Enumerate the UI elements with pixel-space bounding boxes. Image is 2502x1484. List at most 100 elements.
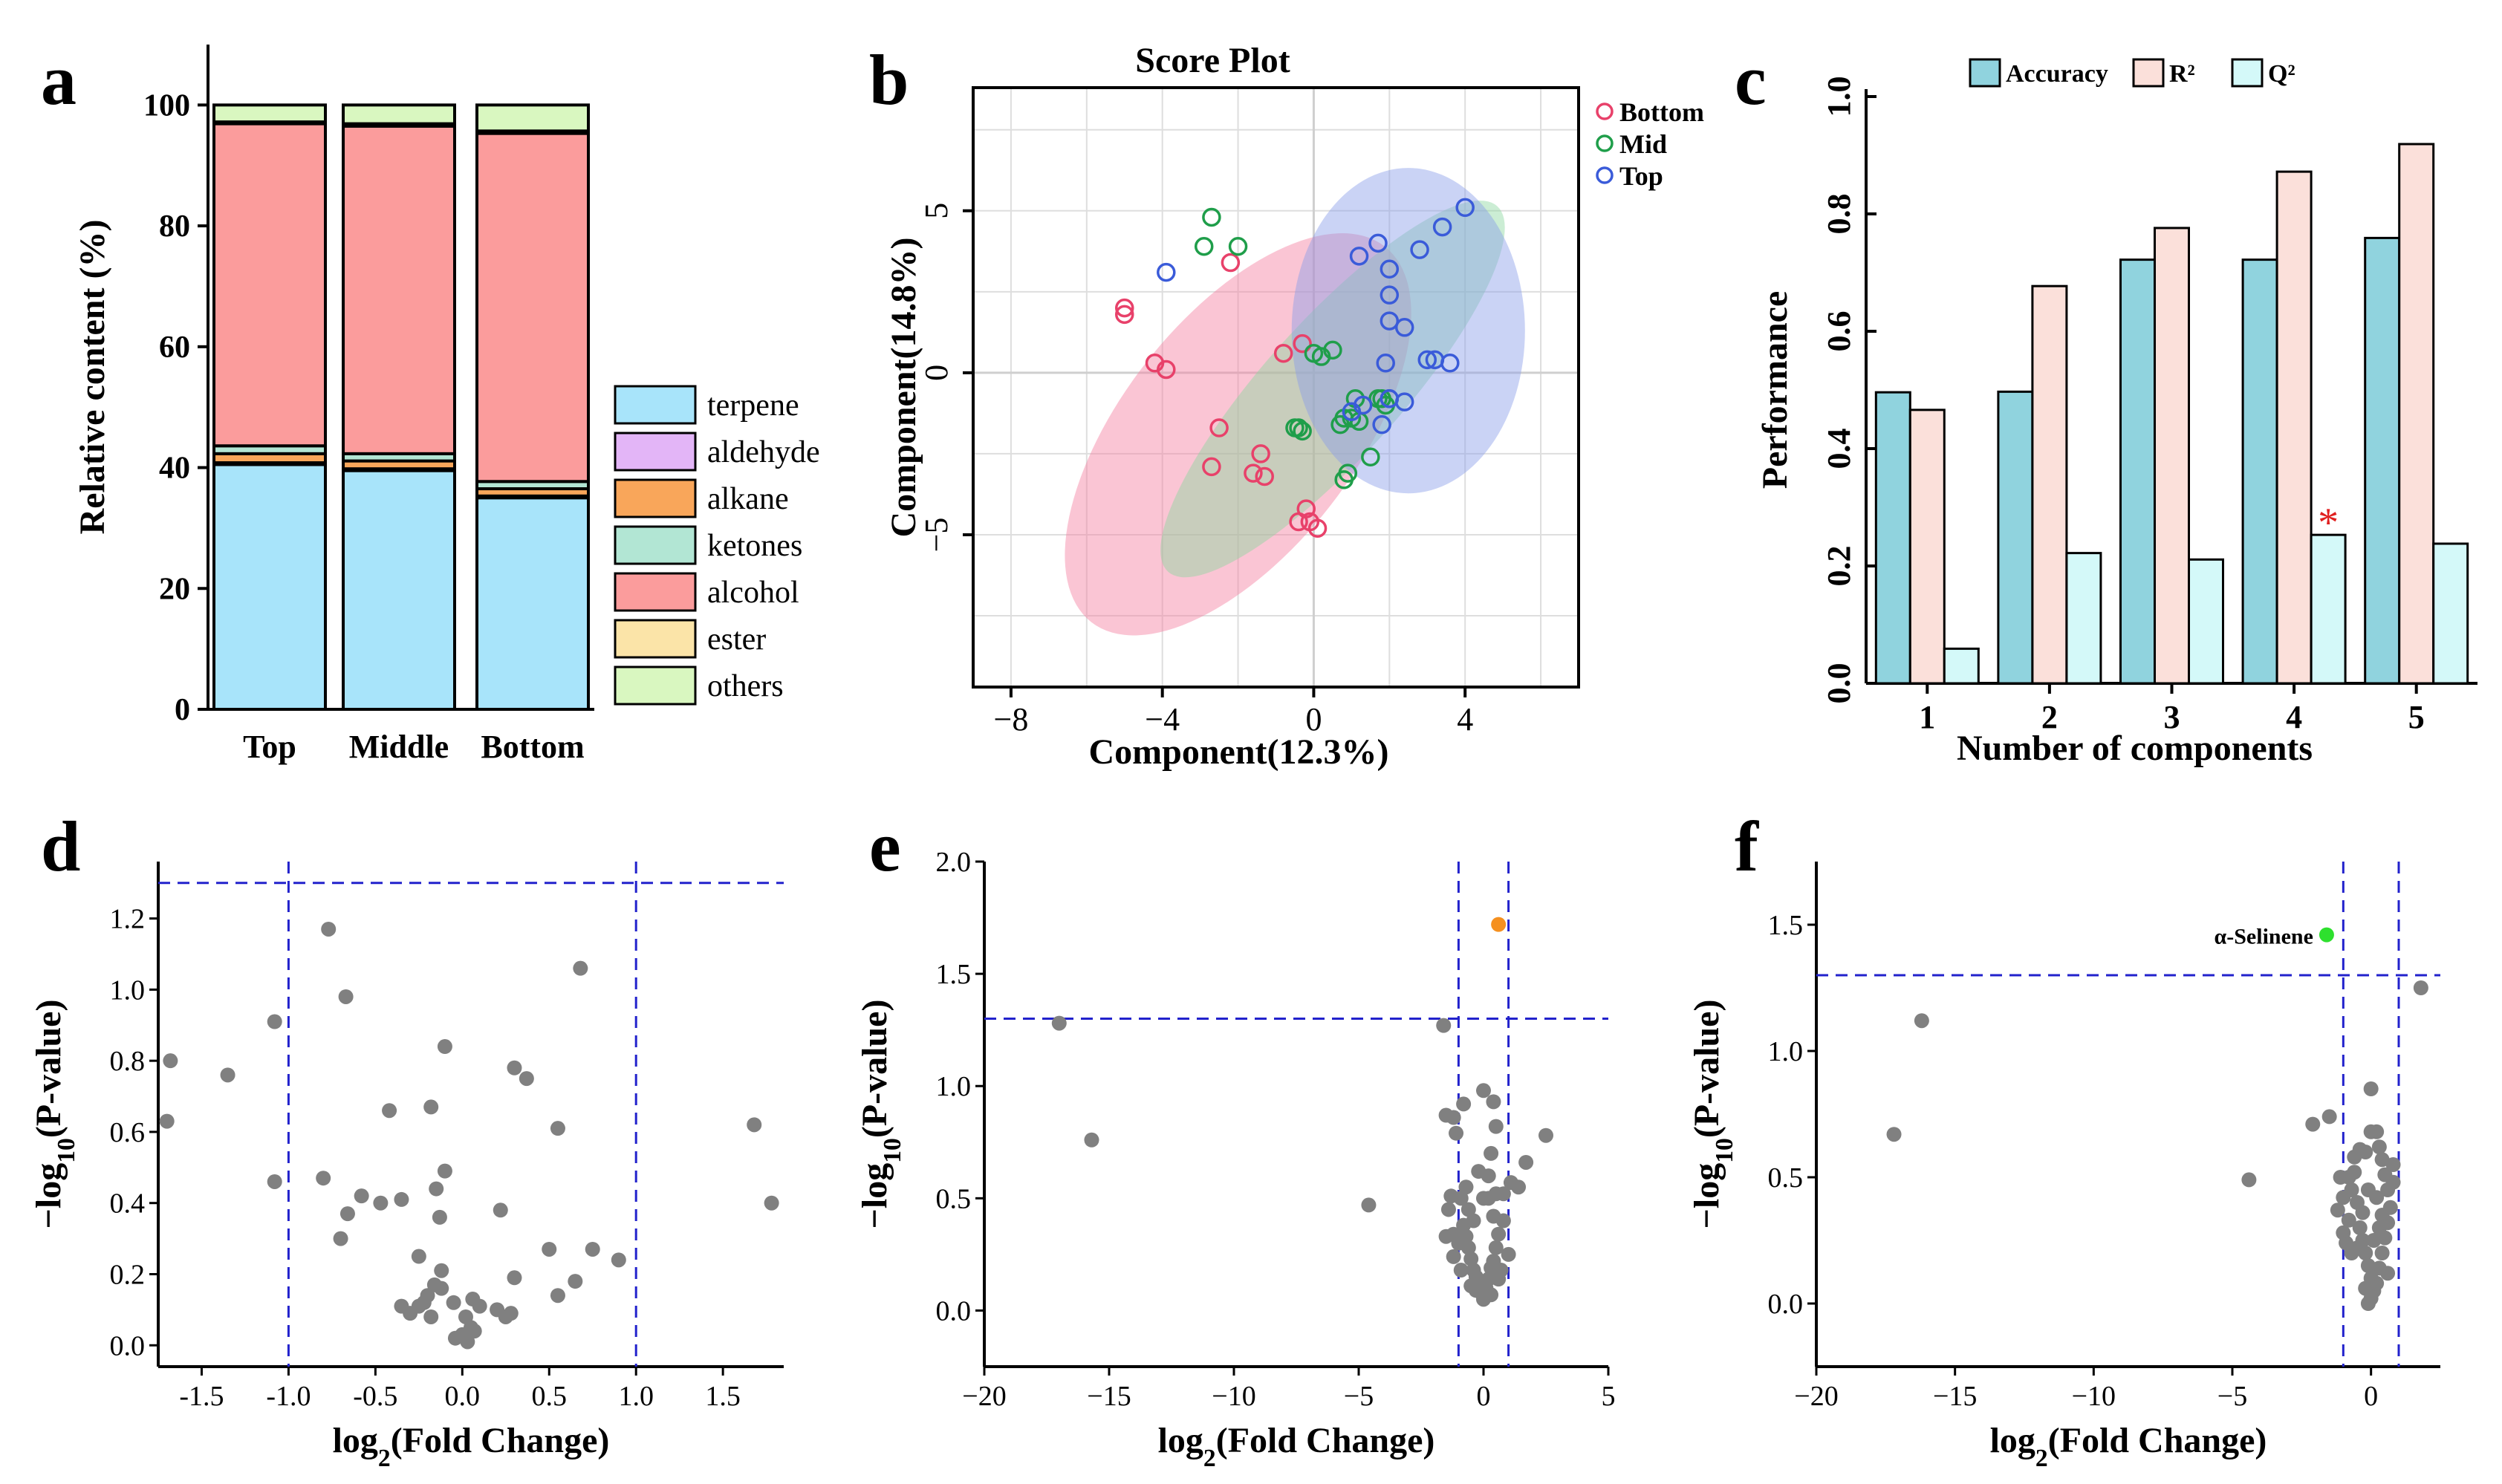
x-tick-label: 1.5 [705, 1381, 741, 1412]
x-axis-label: Component(12.3%) [1089, 732, 1389, 772]
x-tick-label: Bottom [481, 729, 584, 765]
data-point [1488, 1119, 1504, 1134]
legend-label-R²: R² [2169, 60, 2195, 88]
bar-Accuracy-5 [2364, 236, 2401, 685]
bar-Q²-5 [2432, 542, 2469, 685]
y-axis-label: Relative content (%) [73, 220, 112, 535]
data-point [1449, 1125, 1464, 1141]
data-point [1476, 1083, 1491, 1099]
data-point [2360, 1258, 2376, 1273]
data-point [1538, 1127, 1553, 1143]
data-point [460, 1334, 475, 1350]
data-point [2358, 1280, 2373, 1296]
data-point [411, 1249, 426, 1264]
data-point [1463, 1278, 1479, 1294]
data-point [434, 1280, 449, 1296]
data-point [1440, 1202, 1456, 1217]
data-point [403, 1306, 418, 1321]
x-tick-label: 5 [2408, 699, 2425, 735]
score-point-Top [1349, 247, 1369, 266]
data-point [1495, 1213, 1511, 1228]
data-point [1488, 1240, 1504, 1255]
y-tick-label: 1.0 [936, 1071, 972, 1102]
score-point-Bottom [1251, 444, 1270, 463]
score-point-Mid [1334, 470, 1354, 489]
data-point [2371, 1220, 2387, 1235]
data-point [267, 1174, 282, 1189]
data-point [1484, 1287, 1499, 1303]
score-point-Mid [1202, 207, 1221, 227]
confidence-ellipse-Mid [1160, 201, 1505, 578]
x-tick-label: −15 [1087, 1381, 1131, 1412]
y-tick-label: 5 [918, 203, 955, 219]
data-point [437, 1163, 452, 1179]
data-point [382, 1103, 397, 1119]
score-point-Top [1410, 240, 1429, 259]
score-point-Top [1353, 395, 1373, 415]
data-point [2360, 1296, 2376, 1311]
data-point [339, 1206, 355, 1222]
data-point [2366, 1233, 2382, 1248]
score-point-Bottom [1157, 359, 1176, 380]
data-point [446, 1295, 461, 1310]
data-point [2355, 1205, 2371, 1220]
score-point-Top [1157, 262, 1176, 282]
score-point-Top [1455, 198, 1475, 218]
panel-letter-f: f [1735, 807, 1759, 886]
bar-R²-3 [2154, 227, 2190, 685]
y-tick-label: 0.0 [1768, 1289, 1804, 1320]
highlight-point [2319, 927, 2334, 943]
data-point [1493, 1263, 1509, 1278]
x-tick-label: −20 [962, 1381, 1006, 1412]
highlight-label: α-Selinene [2215, 925, 2313, 949]
bar-R²-5 [2398, 143, 2435, 685]
data-point [585, 1241, 600, 1257]
legend-marker-Bottom [1596, 102, 1614, 120]
data-point [2363, 1081, 2379, 1096]
bar-Q²-3 [2188, 558, 2224, 685]
data-point [2330, 1203, 2345, 1218]
data-point [394, 1191, 409, 1207]
panel-letter-b: b [869, 40, 909, 120]
y-tick-label: 0.4 [1821, 429, 1857, 469]
score-point-Bottom [1307, 518, 1328, 538]
data-point [2371, 1139, 2387, 1155]
x-tick-label: 4 [2286, 699, 2302, 735]
data-point [458, 1309, 473, 1324]
x-axis-label: log2(Fold Change) [1158, 1421, 1435, 1472]
data-point [1084, 1132, 1099, 1148]
score-point-Bottom [1115, 305, 1134, 325]
x-tick-label: 0 [1477, 1381, 1491, 1412]
data-point [338, 989, 354, 1004]
data-point [2321, 1109, 2337, 1125]
x-tick-label: 0.5 [532, 1381, 568, 1412]
y-axis-label: −log10(P-value) [855, 1000, 906, 1229]
data-point [321, 921, 337, 937]
y-axis-label: Component(14.8%) [884, 238, 923, 538]
y-tick-label: 1.0 [110, 974, 146, 1006]
legend-label-Accuracy: Accuracy [2006, 60, 2108, 88]
score-point-Top [1376, 354, 1395, 373]
legend-label-alcohol: alcohol [707, 576, 799, 610]
x-tick-label: −5 [2217, 1381, 2247, 1412]
y-axis-label: −log10(P-value) [29, 1000, 80, 1229]
data-point [550, 1121, 565, 1136]
score-point-Bottom [1255, 466, 1274, 486]
score-point-Bottom [1273, 343, 1293, 363]
data-point [1914, 1013, 1929, 1029]
y-tick-label: 20 [159, 572, 190, 606]
bar-segment-alcohol [342, 124, 456, 455]
score-point-Mid [1323, 340, 1342, 360]
data-point [472, 1298, 487, 1314]
legend-label-Bottom: Bottom [1619, 97, 1704, 127]
legend-label-Top: Top [1619, 161, 1663, 191]
legend-marker-Top [1596, 166, 1614, 184]
bar-R²-2 [2031, 284, 2068, 685]
data-point [550, 1288, 565, 1304]
score-point-Top [1394, 318, 1414, 337]
x-tick-label: −8 [994, 701, 1029, 738]
panel-letter-e: e [869, 807, 901, 886]
y-tick-label: 1.5 [936, 959, 972, 990]
y-tick-label: 1.5 [1768, 910, 1804, 941]
